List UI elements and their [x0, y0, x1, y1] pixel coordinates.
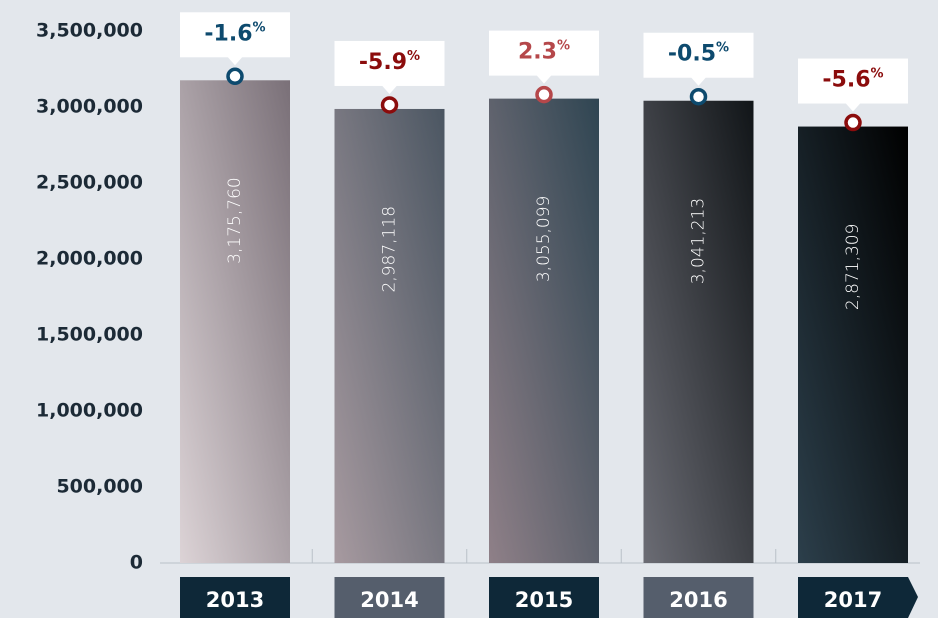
bar	[334, 108, 445, 563]
bar	[489, 98, 599, 564]
x-label-box	[489, 577, 599, 618]
bar-marker	[535, 85, 553, 104]
change-label: -1.6%	[204, 20, 265, 47]
bar-marker	[226, 67, 244, 86]
callout-box	[334, 40, 445, 86]
y-tick-label: 3,500,000	[36, 20, 143, 42]
y-tick-label: 1,500,000	[36, 324, 143, 346]
x-tick-label: 2015	[515, 588, 573, 612]
change-unit: %	[407, 48, 420, 63]
change-label: -0.5%	[668, 40, 729, 67]
change-value: -1.6	[204, 21, 252, 46]
x-tick-label: 2014	[360, 588, 418, 612]
y-tick-label: 2,500,000	[36, 172, 143, 194]
y-tick-label: 1,000,000	[36, 400, 143, 422]
change-value: -5.6	[822, 68, 870, 93]
callout-pointer	[536, 74, 552, 84]
value-label: 2,987,118	[380, 206, 400, 293]
change-value: -0.5	[668, 42, 716, 67]
change-value: 2.3	[518, 40, 557, 65]
change-unit: %	[871, 66, 884, 81]
x-label-box	[643, 577, 754, 618]
change-unit: %	[716, 40, 729, 55]
y-tick-label: 0	[130, 552, 143, 574]
callout-box	[489, 30, 599, 76]
x-label-box	[180, 577, 290, 618]
bar-marker	[844, 113, 862, 132]
change-label: 2.3%	[518, 38, 570, 65]
change-label: -5.6%	[822, 66, 883, 93]
bar	[643, 100, 754, 563]
callout-pointer	[227, 56, 243, 66]
bar	[180, 80, 290, 563]
x-tick-label: 2013	[206, 588, 264, 612]
value-label: 3,175,760	[225, 177, 245, 264]
x-label-box	[334, 577, 445, 618]
value-label: 3,041,213	[689, 198, 709, 285]
bar-marker	[689, 87, 708, 106]
change-unit: %	[253, 20, 266, 35]
callout-box	[643, 32, 754, 78]
y-tick-label: 500,000	[56, 476, 143, 498]
change-unit: %	[557, 38, 570, 53]
change-label: -5.9%	[359, 48, 420, 75]
y-tick-label: 2,000,000	[36, 248, 143, 270]
value-label: 3,055,099	[534, 196, 554, 283]
callout-pointer	[845, 102, 861, 112]
callout-box	[180, 12, 290, 58]
change-value: -5.9	[359, 50, 407, 75]
value-label: 2,871,309	[843, 224, 863, 311]
x-tick-label: 2017	[824, 588, 882, 612]
y-tick-label: 3,000,000	[36, 96, 143, 118]
x-label-box	[798, 577, 918, 618]
x-tick-label: 2016	[669, 588, 727, 612]
bar	[798, 126, 908, 563]
callout-pointer	[381, 84, 398, 94]
callout-box	[798, 58, 908, 104]
callout-pointer	[690, 76, 707, 86]
bar-marker	[380, 96, 399, 114]
